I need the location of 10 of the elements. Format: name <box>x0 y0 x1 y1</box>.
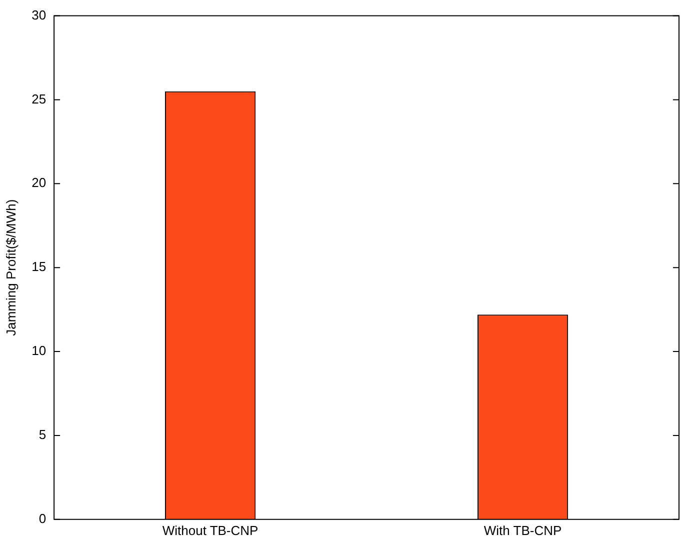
y-axis-title: Jamming Profit($/MWh) <box>3 199 18 336</box>
y-tick-label: 10 <box>32 343 46 358</box>
y-tick-label: 25 <box>32 91 46 106</box>
y-tick-label: 0 <box>38 510 46 526</box>
x-tick-label: With TB-CNP <box>484 522 562 538</box>
y-tick-label: 20 <box>32 175 46 190</box>
x-tick-label: Without TB-CNP <box>162 522 258 538</box>
y-tick-label: 15 <box>32 259 46 274</box>
y-tick-label: 5 <box>38 427 46 442</box>
y-tick-label: 30 <box>32 7 46 22</box>
